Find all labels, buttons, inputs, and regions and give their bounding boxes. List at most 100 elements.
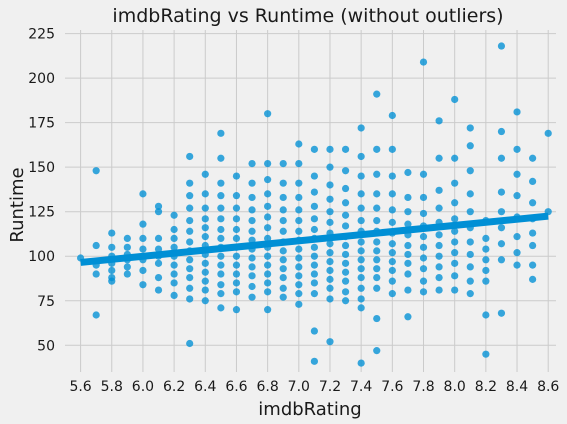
- data-point: [217, 154, 225, 162]
- data-point: [326, 181, 334, 189]
- data-point: [217, 252, 225, 260]
- data-point: [326, 163, 334, 171]
- data-point: [264, 270, 272, 278]
- data-point: [264, 261, 272, 269]
- data-point: [139, 190, 147, 198]
- data-point: [217, 225, 225, 234]
- data-point: [482, 266, 490, 275]
- data-point: [435, 117, 443, 125]
- x-tick-label: 8.2: [475, 379, 497, 395]
- data-point: [232, 252, 241, 260]
- data-point: [388, 290, 396, 298]
- y-tick-label: 100: [28, 249, 55, 265]
- data-point: [357, 304, 365, 312]
- data-point: [529, 241, 537, 250]
- data-point: [497, 208, 506, 216]
- x-axis-ticks: 5.6 5.8 6.0 6.2 6.4 6.6 6.8 7.0 7.2 7.4 7.6 7.8 8.0 8…: [69, 379, 559, 395]
- data-point: [279, 159, 287, 168]
- data-point: [295, 227, 303, 235]
- data-point: [388, 111, 396, 120]
- data-point: [310, 188, 318, 196]
- data-point: [217, 304, 225, 312]
- data-point: [139, 266, 147, 275]
- data-point: [232, 279, 241, 287]
- data-point: [388, 206, 396, 214]
- data-point: [419, 170, 428, 178]
- data-point: [373, 347, 381, 355]
- data-point: [419, 265, 428, 273]
- data-point: [232, 192, 241, 200]
- data-point: [388, 266, 396, 275]
- data-point: [341, 259, 350, 267]
- data-point: [264, 279, 272, 287]
- data-point: [232, 204, 241, 212]
- data-point: [513, 108, 521, 116]
- data-point: [357, 216, 365, 225]
- data-point: [154, 286, 163, 294]
- data-point: [139, 281, 147, 289]
- data-point: [139, 245, 147, 253]
- data-point: [217, 290, 225, 298]
- data-point: [529, 199, 537, 207]
- data-point: [451, 249, 459, 257]
- data-point: [435, 273, 443, 282]
- data-point: [466, 124, 474, 132]
- y-tick-label: 150: [28, 160, 55, 176]
- data-point: [326, 240, 334, 248]
- data-point: [482, 350, 490, 358]
- data-point: [186, 256, 194, 264]
- data-point: [310, 202, 318, 210]
- data-point: [404, 208, 412, 216]
- x-axis-label: imdbRating: [258, 399, 361, 420]
- x-tick-label: 8.4: [506, 379, 528, 395]
- data-point: [435, 186, 443, 194]
- data-point: [232, 234, 241, 243]
- data-point: [201, 233, 209, 241]
- data-point: [186, 339, 194, 348]
- x-tick-label: 5.6: [69, 379, 91, 395]
- data-point: [264, 110, 272, 118]
- data-point: [310, 243, 318, 251]
- data-point: [295, 159, 303, 168]
- data-point: [497, 127, 506, 136]
- data-point: [217, 261, 225, 269]
- data-point: [341, 297, 350, 305]
- data-point: [419, 233, 428, 241]
- data-point: [186, 204, 194, 212]
- data-point: [295, 281, 303, 289]
- data-point: [466, 277, 474, 285]
- data-point: [435, 231, 443, 239]
- data-point: [186, 227, 194, 235]
- data-point: [295, 254, 303, 262]
- data-point: [279, 293, 287, 301]
- data-point: [295, 140, 303, 148]
- data-point: [264, 213, 272, 221]
- data-point: [373, 90, 381, 98]
- data-point: [482, 256, 490, 264]
- x-tick-label: 7.2: [319, 379, 341, 395]
- data-point: [529, 154, 537, 162]
- data-point: [154, 234, 163, 243]
- data-point: [482, 277, 490, 285]
- data-point: [310, 252, 318, 260]
- data-point: [326, 145, 334, 153]
- data-point: [201, 286, 209, 294]
- data-point: [232, 225, 241, 234]
- data-point: [326, 275, 334, 283]
- data-point: [373, 247, 381, 255]
- x-tick-label: 6.8: [257, 379, 279, 395]
- data-point: [326, 195, 334, 203]
- data-point: [451, 259, 459, 267]
- data-point: [326, 266, 334, 275]
- chart-title: imdbRating vs Runtime (without outliers): [112, 5, 503, 27]
- data-point: [341, 268, 350, 276]
- x-tick-label: 7.8: [412, 379, 434, 395]
- data-point: [295, 179, 303, 187]
- data-point: [404, 193, 412, 202]
- regression-line-group: [80, 212, 549, 266]
- data-point: [232, 261, 241, 269]
- data-point: [373, 145, 381, 153]
- data-point: [170, 291, 178, 300]
- data-point: [279, 227, 287, 235]
- data-point: [357, 284, 365, 292]
